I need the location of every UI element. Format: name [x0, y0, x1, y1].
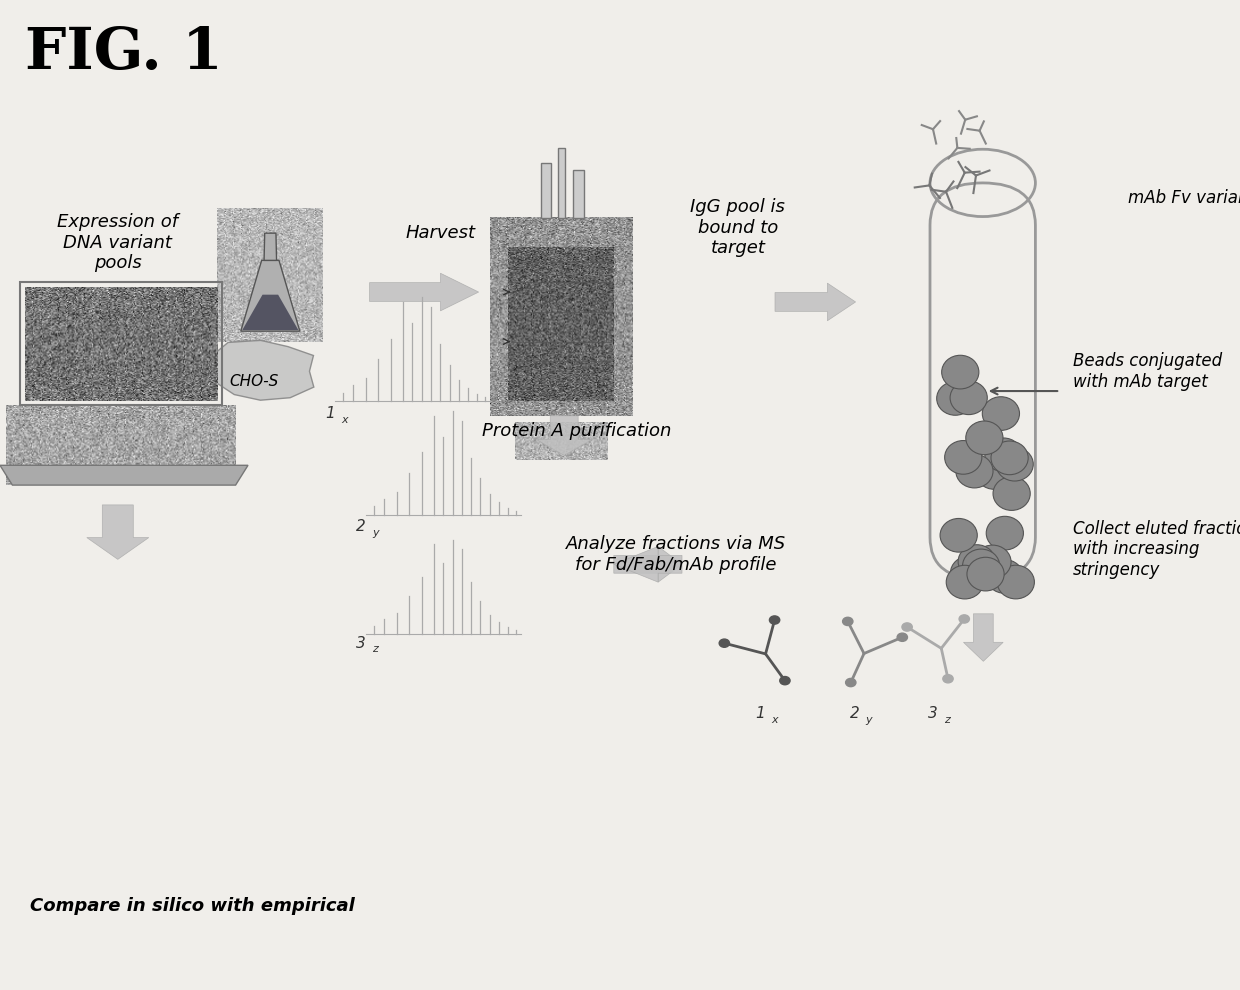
Text: CHO-S: CHO-S: [229, 373, 279, 389]
Ellipse shape: [956, 454, 993, 488]
Polygon shape: [241, 260, 300, 331]
Text: IgG pool is
bound to
target: IgG pool is bound to target: [691, 198, 785, 257]
Polygon shape: [242, 295, 299, 330]
Ellipse shape: [962, 549, 999, 583]
Ellipse shape: [986, 517, 1023, 550]
Text: Harvest: Harvest: [405, 224, 475, 242]
Ellipse shape: [959, 544, 996, 578]
Text: 1: 1: [755, 706, 765, 721]
Ellipse shape: [950, 381, 987, 415]
Circle shape: [780, 676, 790, 685]
Circle shape: [942, 674, 954, 683]
Ellipse shape: [982, 397, 1019, 431]
Text: 1: 1: [325, 406, 335, 421]
Text: 2: 2: [849, 706, 859, 721]
Text: y: y: [372, 528, 378, 538]
Text: 2: 2: [356, 519, 366, 534]
Text: Protein A purification: Protein A purification: [482, 422, 671, 440]
Polygon shape: [87, 505, 149, 559]
Ellipse shape: [941, 355, 978, 389]
Text: FIG. 1: FIG. 1: [25, 25, 222, 81]
Polygon shape: [370, 273, 479, 311]
Text: x: x: [771, 715, 777, 725]
FancyBboxPatch shape: [541, 163, 551, 218]
Ellipse shape: [945, 441, 982, 474]
Ellipse shape: [993, 477, 1030, 511]
Circle shape: [901, 623, 913, 631]
Ellipse shape: [976, 455, 1013, 489]
Ellipse shape: [936, 381, 973, 415]
Text: Expression of
DNA variant
pools: Expression of DNA variant pools: [57, 213, 179, 272]
Polygon shape: [0, 465, 248, 485]
Circle shape: [959, 615, 970, 623]
Polygon shape: [963, 614, 1003, 661]
Text: 3: 3: [928, 706, 937, 721]
Ellipse shape: [946, 565, 983, 599]
Circle shape: [843, 618, 853, 626]
Polygon shape: [614, 546, 682, 582]
Text: Collect eluted fractions
with increasing
stringency: Collect eluted fractions with increasing…: [1073, 520, 1240, 579]
Ellipse shape: [997, 565, 1034, 599]
Text: mAb Fv variant pool: mAb Fv variant pool: [1128, 189, 1240, 207]
Ellipse shape: [996, 447, 1033, 481]
Text: y: y: [866, 715, 872, 725]
Circle shape: [770, 616, 780, 624]
Polygon shape: [264, 234, 277, 260]
Text: Beads conjugated
with mAb target: Beads conjugated with mAb target: [1073, 351, 1221, 391]
Circle shape: [846, 678, 856, 687]
Circle shape: [897, 634, 908, 642]
FancyBboxPatch shape: [558, 148, 565, 218]
Ellipse shape: [967, 557, 1004, 591]
Text: x: x: [341, 415, 347, 425]
FancyBboxPatch shape: [573, 170, 584, 218]
Ellipse shape: [966, 421, 1003, 454]
Text: 3: 3: [356, 636, 366, 650]
Polygon shape: [536, 416, 593, 455]
Text: z: z: [372, 644, 378, 654]
Polygon shape: [775, 283, 856, 321]
Text: z: z: [944, 715, 950, 725]
Text: Compare in silico with empirical: Compare in silico with empirical: [30, 897, 355, 915]
Ellipse shape: [973, 545, 1011, 579]
Polygon shape: [203, 341, 314, 400]
Ellipse shape: [991, 441, 1028, 474]
Polygon shape: [614, 546, 682, 582]
Ellipse shape: [985, 438, 1022, 471]
Text: Analyze fractions via MS
for Fd/Fab/mAb profile: Analyze fractions via MS for Fd/Fab/mAb …: [565, 535, 786, 574]
Ellipse shape: [986, 559, 1023, 593]
Ellipse shape: [950, 556, 987, 590]
Ellipse shape: [940, 519, 977, 552]
Circle shape: [719, 640, 729, 647]
